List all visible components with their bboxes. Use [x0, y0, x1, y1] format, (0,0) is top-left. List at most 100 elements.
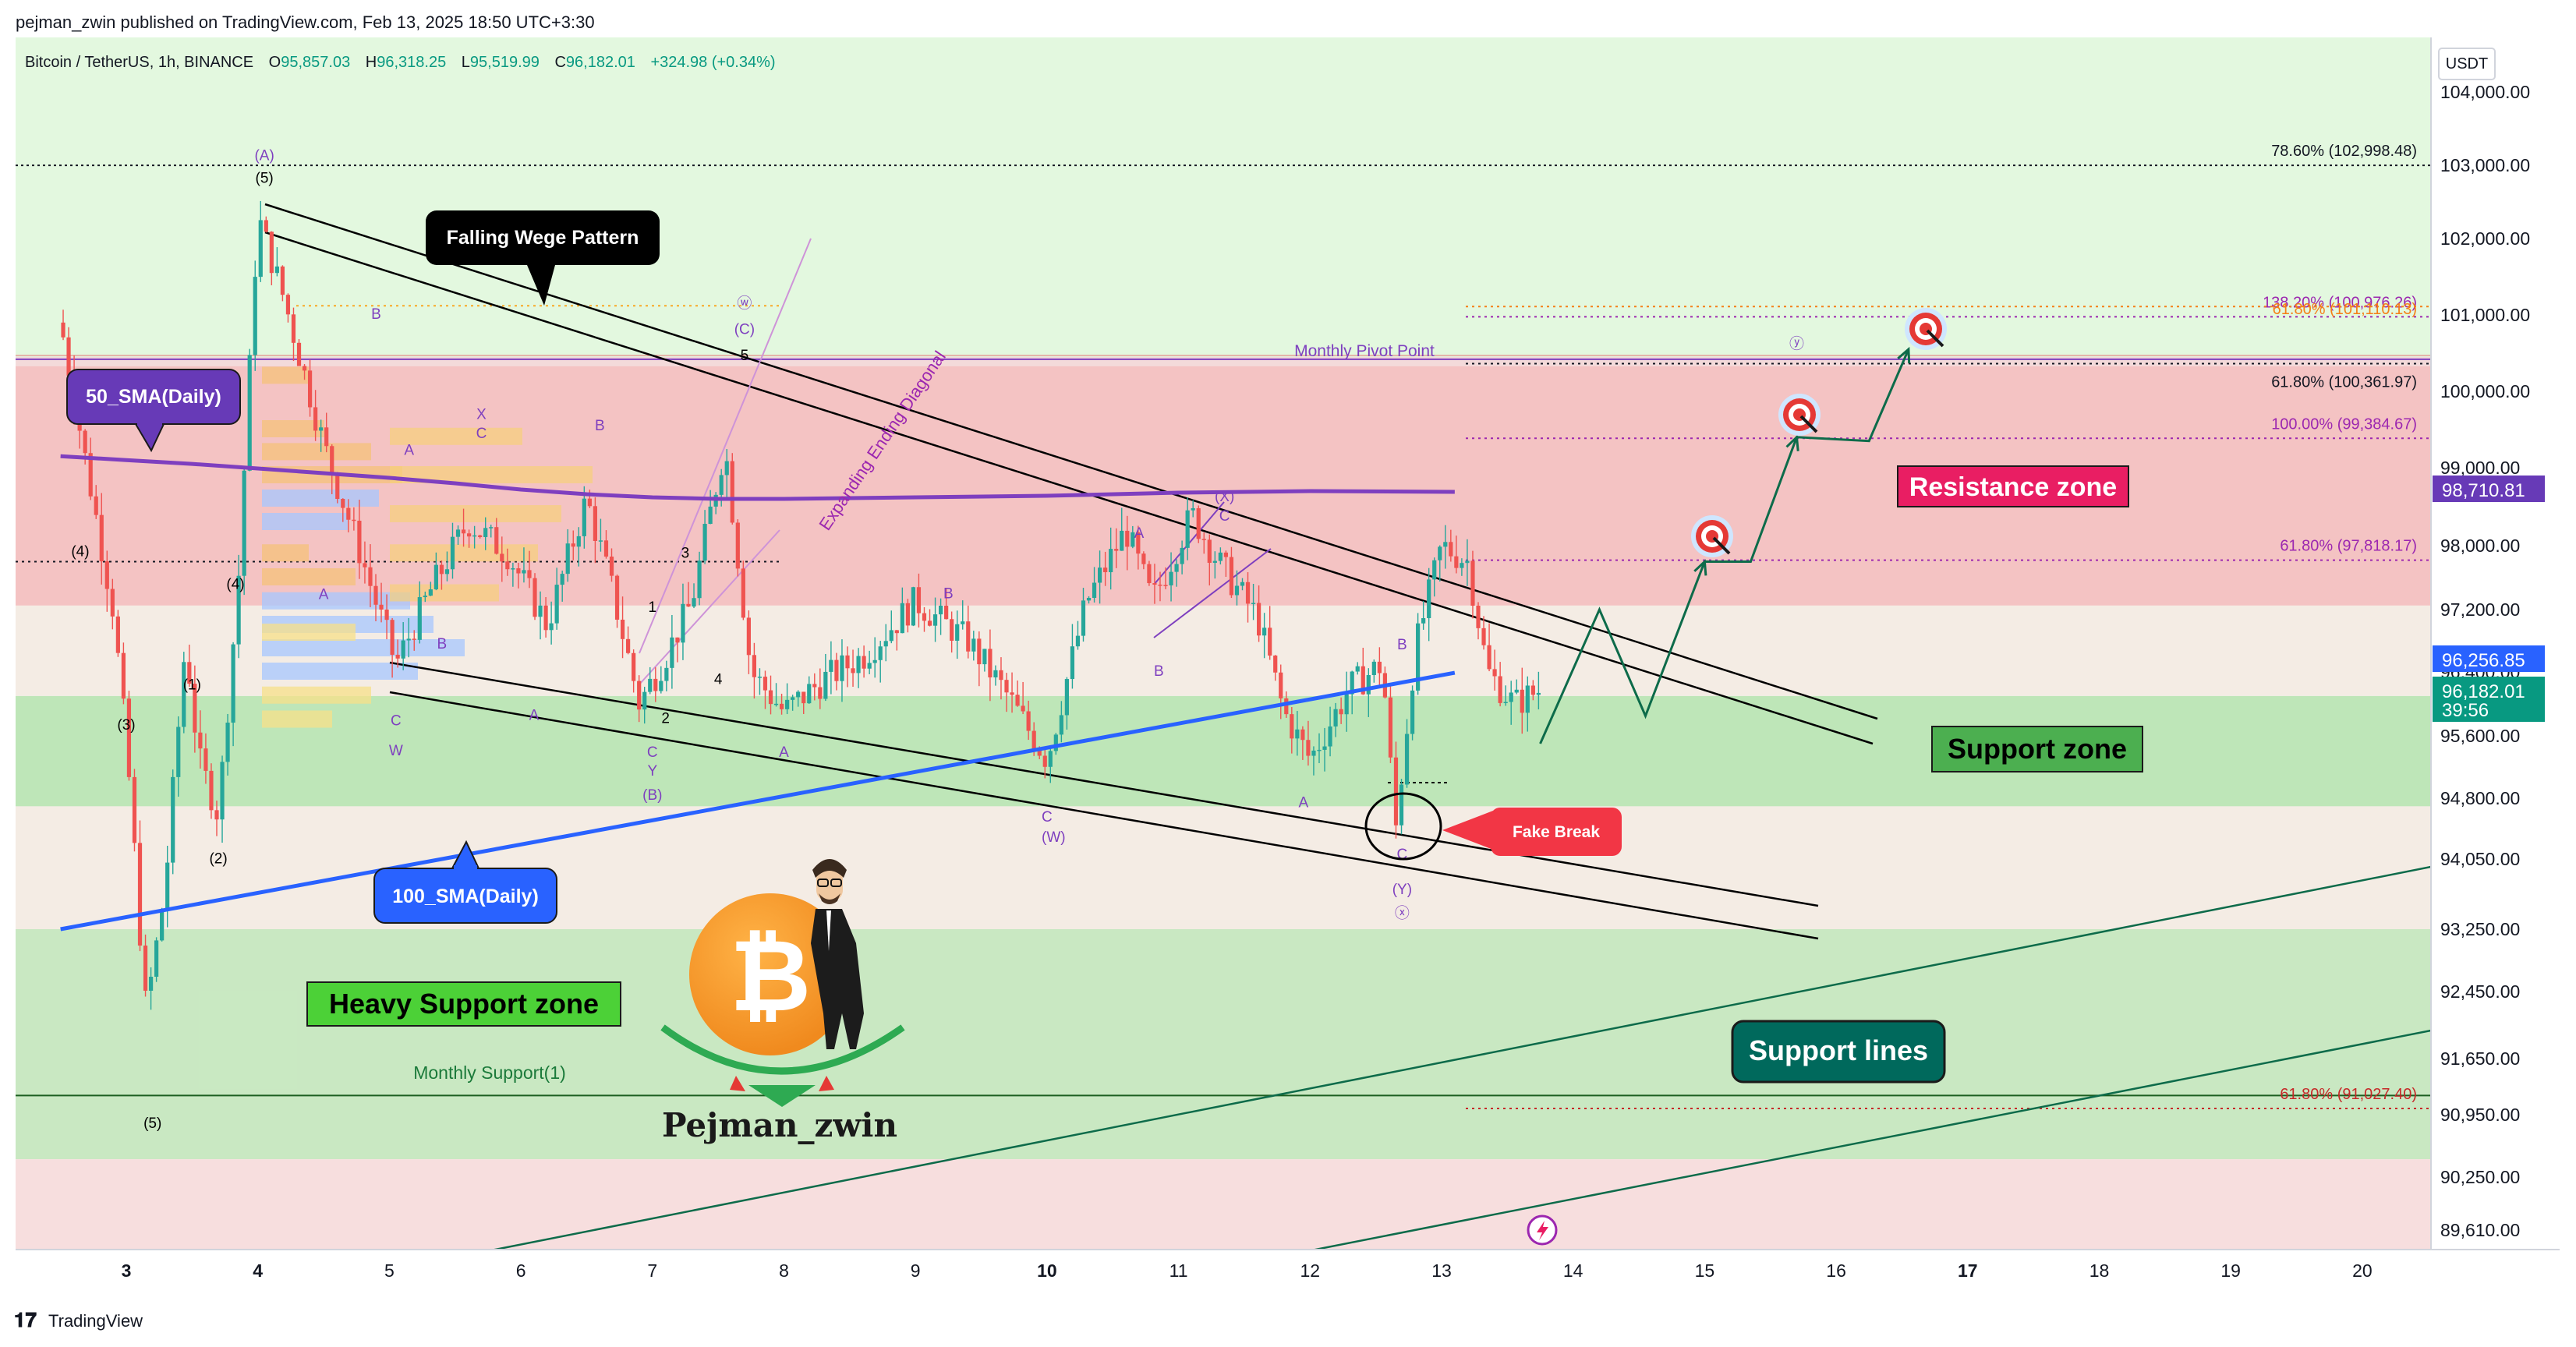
candle: [1086, 597, 1092, 601]
candle: [236, 575, 241, 645]
candle: [1530, 685, 1535, 695]
wave-label: A: [1134, 525, 1145, 542]
candle: [258, 220, 263, 278]
candle: [132, 776, 137, 843]
heavy-support-zone-badge[interactable]: Heavy Support zone: [306, 981, 621, 1027]
candle: [1432, 560, 1437, 580]
candle: [516, 568, 521, 574]
candle: [1443, 542, 1448, 547]
candle: [187, 662, 192, 684]
candle: [620, 619, 625, 639]
candle: [642, 691, 647, 710]
candle: [1229, 557, 1234, 596]
sma50-callout[interactable]: 50_SMA(Daily): [66, 369, 241, 453]
candle: [483, 528, 488, 538]
candle: [1306, 740, 1311, 756]
tradingview-logo[interactable]: 𝟏𝟕 TradingView: [14, 1308, 143, 1331]
support-lines-label: Support lines: [1749, 1034, 1928, 1066]
candle: [982, 649, 987, 665]
candle: [1273, 655, 1278, 673]
candle: [560, 574, 564, 585]
low-value: 95,519.99: [470, 54, 540, 71]
candle: [395, 654, 400, 659]
support-lines-badge[interactable]: Support lines: [1731, 1020, 1946, 1084]
candle: [719, 475, 724, 495]
candle: [193, 684, 197, 733]
candle: [461, 529, 466, 534]
lightning-icon[interactable]: [1527, 1214, 1558, 1246]
candle: [1021, 705, 1025, 712]
x-axis[interactable]: 3 4 5 6 7 8 9 10 11 12 13 14 15 16 17 18 19 20: [122, 1260, 2373, 1281]
fake-break-callout[interactable]: Fake Break: [1364, 792, 1622, 861]
candle: [1371, 661, 1376, 675]
wave-label: 3: [681, 545, 690, 561]
support-zone-badge[interactable]: Support zone: [1931, 726, 2143, 772]
candle: [533, 578, 537, 617]
bitcoin-symbol: ₿: [730, 921, 811, 1032]
candle: [829, 659, 833, 672]
candle: [296, 342, 302, 366]
tradingview-mark-icon: 𝟏𝟕: [14, 1308, 37, 1331]
candle: [922, 613, 927, 621]
candle: [1388, 697, 1393, 758]
wave-label: C: [391, 713, 402, 730]
wave-label: Y: [647, 763, 657, 780]
candle: [115, 616, 120, 653]
y-tick-label: 90,250.00: [2440, 1167, 2520, 1187]
candle: [176, 727, 181, 777]
currency-box[interactable]: [2438, 48, 2496, 80]
x-tick-label: 15: [1695, 1260, 1715, 1281]
sma100-label: 100_SMA(Daily): [392, 886, 539, 907]
candle: [812, 684, 817, 688]
candle: [807, 684, 812, 704]
y-tick-label: 91,650.00: [2440, 1048, 2520, 1069]
candle: [1075, 635, 1081, 647]
support-line: [1310, 1029, 2431, 1250]
candle: [735, 522, 740, 569]
candle: [335, 473, 340, 500]
falling-wedge-callout[interactable]: Falling Wege Pattern: [426, 210, 660, 306]
candle: [1196, 507, 1201, 539]
candle: [565, 543, 570, 575]
candle: [1141, 553, 1146, 564]
candle: [1125, 530, 1130, 547]
candle: [1120, 530, 1124, 551]
wave-label: (A): [254, 147, 274, 164]
candle: [247, 355, 252, 471]
resistance-zone-badge[interactable]: Resistance zone: [1897, 465, 2129, 507]
volume-bar: [262, 544, 309, 562]
candle: [88, 453, 93, 497]
candle: [1438, 546, 1442, 560]
candle: [872, 659, 877, 663]
price-badge: [2433, 700, 2545, 722]
candle: [214, 810, 219, 820]
candle: [1070, 646, 1075, 680]
candle: [1207, 539, 1212, 563]
candle: [209, 770, 214, 811]
wave-label: A: [404, 442, 414, 458]
candle: [1427, 579, 1431, 618]
target-icon: [1778, 394, 1821, 436]
wave-label: C: [1042, 809, 1053, 826]
y-tick-label: 94,800.00: [2440, 788, 2520, 808]
candle: [242, 470, 246, 576]
volume-bar: [262, 592, 410, 610]
candle: [126, 698, 132, 777]
ohlc-legend: Bitcoin / TetherUS, 1h, BINANCE O95,857.…: [25, 54, 776, 71]
sma100-callout[interactable]: 100_SMA(Daily): [373, 840, 557, 924]
candle: [1152, 583, 1157, 585]
candle: [384, 610, 389, 620]
wave-label: ⓨ: [1789, 335, 1804, 352]
volume-bar: [262, 686, 371, 704]
candle: [1081, 600, 1086, 636]
candle: [1169, 571, 1173, 585]
diagonal-line: [639, 238, 812, 654]
candle: [796, 691, 801, 698]
wave-label: 2: [661, 711, 670, 727]
candle: [1481, 628, 1486, 645]
y-axis[interactable]: 104,000.00 103,000.00 102,000.00 101,000.00…: [2440, 82, 2530, 1240]
candle: [203, 748, 208, 771]
wedge-lower-line: [389, 661, 1819, 907]
x-tick-label: 10: [1037, 1260, 1057, 1281]
